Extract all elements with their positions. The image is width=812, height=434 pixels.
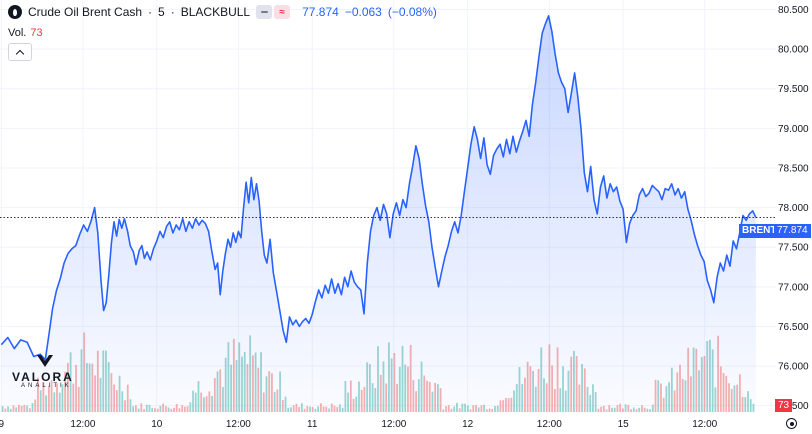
y-tick-label: 79.000: [778, 124, 809, 135]
current-price-tag: 77.874: [774, 224, 811, 238]
y-tick-label: 76.500: [778, 322, 809, 333]
series-label-tag: BRENT: [739, 224, 780, 238]
minus-icon[interactable]: [256, 5, 273, 19]
last-price: 77.874: [302, 5, 339, 19]
legend: Crude Oil Brent Cash · 5 · BLACKBULL ≈ 7…: [8, 5, 437, 19]
x-tick-label: 12:00: [537, 419, 562, 430]
price-line: [0, 15, 757, 361]
y-tick-label: 75.500: [778, 401, 809, 412]
x-tick-label: 12:00: [226, 419, 251, 430]
x-tick-label: 12:00: [70, 419, 95, 430]
x-tick-label: 12:00: [692, 419, 717, 430]
time-axis: 9 12:00 10 12:00 11 12:00 12 12:00 15 12:00: [0, 419, 718, 430]
y-tick-label: 78.000: [778, 203, 809, 214]
x-tick-label: 12:00: [381, 419, 406, 430]
y-tick-label: 76.000: [778, 362, 809, 373]
watermark-main: VALORA: [12, 370, 74, 384]
volume-label: Vol.: [8, 27, 27, 39]
price-change-pct: (−0.08%): [387, 5, 437, 19]
y-tick-label: 78.500: [778, 163, 809, 174]
legend-separator: ·: [148, 5, 153, 19]
volume-legend: Vol. 73: [8, 27, 43, 39]
wave-icon[interactable]: ≈: [274, 5, 291, 19]
gear-icon[interactable]: [786, 418, 797, 429]
y-tick-label: 77.000: [778, 282, 809, 293]
x-tick-label: 11: [307, 419, 318, 430]
price-area-fill: [1, 15, 756, 413]
source-label: BLACKBULL: [180, 5, 251, 19]
interval-label[interactable]: 5: [158, 5, 165, 19]
legend-separator: ·: [170, 5, 175, 19]
valora-logo-icon: [37, 355, 53, 367]
y-tick-label: 80.000: [778, 45, 809, 56]
y-tick-label: 80.500: [778, 5, 809, 16]
x-tick-label: 10: [151, 419, 163, 430]
collapse-chevron-up-icon[interactable]: [8, 43, 32, 61]
symbol-name[interactable]: Crude Oil Brent Cash: [28, 5, 143, 19]
x-tick-label: 15: [618, 419, 630, 430]
price-change: −0.063: [344, 5, 382, 19]
watermark-sub: ANALITIK: [21, 383, 72, 389]
price-axis: 80.500 80.000 79.500 79.000 78.500 78.000 77.5…: [778, 5, 809, 412]
current-volume-tag: 73: [775, 399, 793, 412]
x-tick-label: 12: [462, 419, 474, 430]
oil-drop-icon: [8, 5, 22, 19]
watermark-logo: VALORA ANALITIK: [12, 355, 74, 389]
x-tick-label: 9: [0, 419, 5, 430]
y-tick-label: 77.500: [778, 243, 809, 254]
y-tick-label: 79.500: [778, 84, 809, 95]
volume-value: 73: [30, 27, 43, 39]
